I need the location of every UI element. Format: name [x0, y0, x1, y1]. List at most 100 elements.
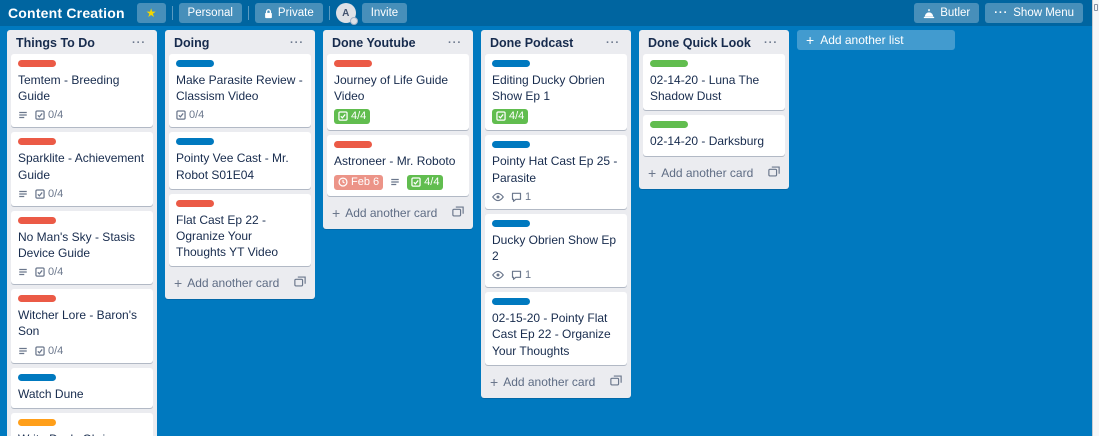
card[interactable]: 02-14-20 - Luna The Shadow Dust [643, 54, 785, 111]
list: Things To Do ··· Temtem - Breeding Guide 0/… [7, 30, 157, 436]
card-badges: 0/4 [176, 109, 304, 121]
invite-button[interactable]: Invite [361, 3, 408, 23]
list-title[interactable]: Doing [174, 36, 210, 50]
card-title: Pointy Vee Cast - Mr. Robot S01E04 [176, 151, 289, 182]
visibility-scope-button[interactable]: Personal [178, 3, 242, 23]
private-label: Private [277, 7, 314, 19]
card-label-red [18, 60, 56, 67]
card-label-blue [176, 138, 214, 146]
card[interactable]: Ducky Obrien Show Ep 2 1 [485, 213, 627, 288]
list: Doing ··· Make Parasite Review - Classism … [165, 30, 315, 300]
card-title: Pointy Hat Cast Ep 25 - Parasite [492, 154, 618, 185]
header-divider [171, 6, 173, 20]
checklist-icon [35, 345, 45, 356]
card-label-blue [18, 373, 56, 381]
card-title: Ducky Obrien Show Ep 2 [492, 232, 617, 263]
checklist-badge: 4/4 [407, 174, 444, 190]
card[interactable]: Flat Cast Ep 22 - Ogranize Your Thoughts… [169, 193, 311, 267]
list-menu-icon[interactable]: ··· [448, 37, 462, 49]
card-badges: Feb 6 4/4 [334, 174, 462, 190]
add-card-button[interactable]: + Add another card [485, 370, 627, 395]
comment-icon [511, 270, 522, 281]
invite-label: Invite [370, 7, 399, 19]
card[interactable]: Make Parasite Review - Classism Video 0/4 [169, 54, 311, 128]
card[interactable]: Sparklite - Achievement Guide 0/4 [11, 132, 153, 206]
add-card-label: Add another card [661, 165, 754, 180]
card-template-icon[interactable] [768, 164, 780, 182]
list-header: Done Podcast ··· [485, 33, 627, 52]
card[interactable]: 02-15-20 - Pointy Flat Cast Ep 22 - Orga… [485, 292, 627, 365]
avatar-status-icon [349, 17, 358, 25]
personal-label: Personal [187, 7, 233, 19]
collapsed-side-panel[interactable] [1092, 0, 1099, 436]
add-card-label: Add another card [187, 276, 280, 291]
card-template-icon[interactable] [294, 274, 306, 292]
card-label-blue [492, 298, 530, 306]
star-icon: ★ [145, 6, 157, 20]
privacy-button[interactable]: Private [254, 3, 323, 23]
card-title: Temtem - Breeding Guide [18, 73, 120, 104]
list-menu-icon[interactable]: ··· [606, 37, 620, 49]
list-title[interactable]: Done Podcast [490, 36, 574, 50]
member-avatar[interactable]: A [335, 3, 358, 25]
list-header: Things To Do ··· [11, 33, 153, 52]
card[interactable]: Temtem - Breeding Guide 0/4 [11, 54, 153, 128]
checklist-icon [411, 176, 421, 187]
list-menu-icon[interactable]: ··· [132, 37, 146, 49]
card-title: Editing Ducky Obrien Show Ep 1 [492, 73, 605, 104]
card[interactable]: Witcher Lore - Baron's Son 0/4 [11, 289, 153, 363]
checklist-icon [176, 110, 186, 121]
card-label-red [334, 141, 372, 149]
board-lists: Things To Do ··· Temtem - Breeding Guide 0/… [0, 26, 1099, 436]
add-list-button[interactable]: + Add another list [797, 30, 955, 50]
list-title[interactable]: Done Youtube [332, 36, 416, 50]
list-header: Done Youtube ··· [327, 33, 469, 52]
list-menu-icon[interactable]: ··· [764, 37, 778, 49]
add-card-button[interactable]: + Add another card [327, 201, 469, 226]
card-label-green [650, 60, 688, 67]
card-template-icon[interactable] [610, 373, 622, 391]
list-title[interactable]: Things To Do [16, 36, 95, 50]
plus-icon: + [174, 275, 183, 292]
add-card-button[interactable]: + Add another card [643, 161, 785, 186]
header-divider [247, 6, 249, 20]
card-title: Make Parasite Review - Classism Video [176, 73, 303, 104]
checklist-icon [35, 110, 45, 121]
card[interactable]: No Man's Sky - Stasis Device Guide 0/4 [11, 210, 153, 285]
star-button[interactable]: ★ [136, 3, 166, 23]
list-title[interactable]: Done Quick Look [648, 36, 751, 50]
card[interactable]: Astroneer - Mr. Roboto Feb 6 4/4 [327, 135, 469, 196]
comment-badge: 1 [511, 191, 531, 203]
card[interactable]: Pointy Vee Cast - Mr. Robot S01E04 [169, 132, 311, 189]
plus-icon: + [648, 164, 657, 181]
add-card-button[interactable]: + Add another card [169, 271, 311, 296]
description-icon [18, 346, 28, 356]
card-badges: 4/4 [492, 109, 620, 125]
board-title[interactable]: Content Creation [8, 5, 125, 21]
butler-button[interactable]: Butler [914, 3, 980, 23]
checklist-badge: 0/4 [35, 345, 63, 357]
add-card-label: Add another card [503, 374, 596, 389]
card-template-icon[interactable] [452, 204, 464, 222]
description-icon [18, 110, 28, 120]
card[interactable]: Editing Ducky Obrien Show Ep 1 4/4 [485, 54, 627, 131]
card[interactable]: 02-14-20 - Darksburg [643, 115, 785, 156]
show-menu-button[interactable]: ··· Show Menu [985, 3, 1083, 23]
card-title: 02-14-20 - Luna The Shadow Dust [650, 73, 760, 104]
show-menu-label: Show Menu [1013, 7, 1074, 19]
list: Done Podcast ··· Editing Ducky Obrien Show… [481, 30, 631, 398]
checklist-icon [496, 111, 506, 122]
card[interactable]: Journey of Life Guide Video 4/4 [327, 54, 469, 131]
card-label-orange [18, 418, 56, 426]
watch-icon [492, 270, 504, 280]
card[interactable]: Watch Dune [11, 367, 153, 408]
card-badges: 0/4 [18, 109, 146, 121]
checklist-icon [338, 111, 348, 122]
lock-icon [264, 8, 273, 19]
card[interactable]: Pointy Hat Cast Ep 25 - Parasite 1 [485, 135, 627, 209]
list-menu-icon[interactable]: ··· [290, 37, 304, 49]
card-label-red [18, 216, 56, 224]
butler-label: Butler [940, 7, 971, 19]
